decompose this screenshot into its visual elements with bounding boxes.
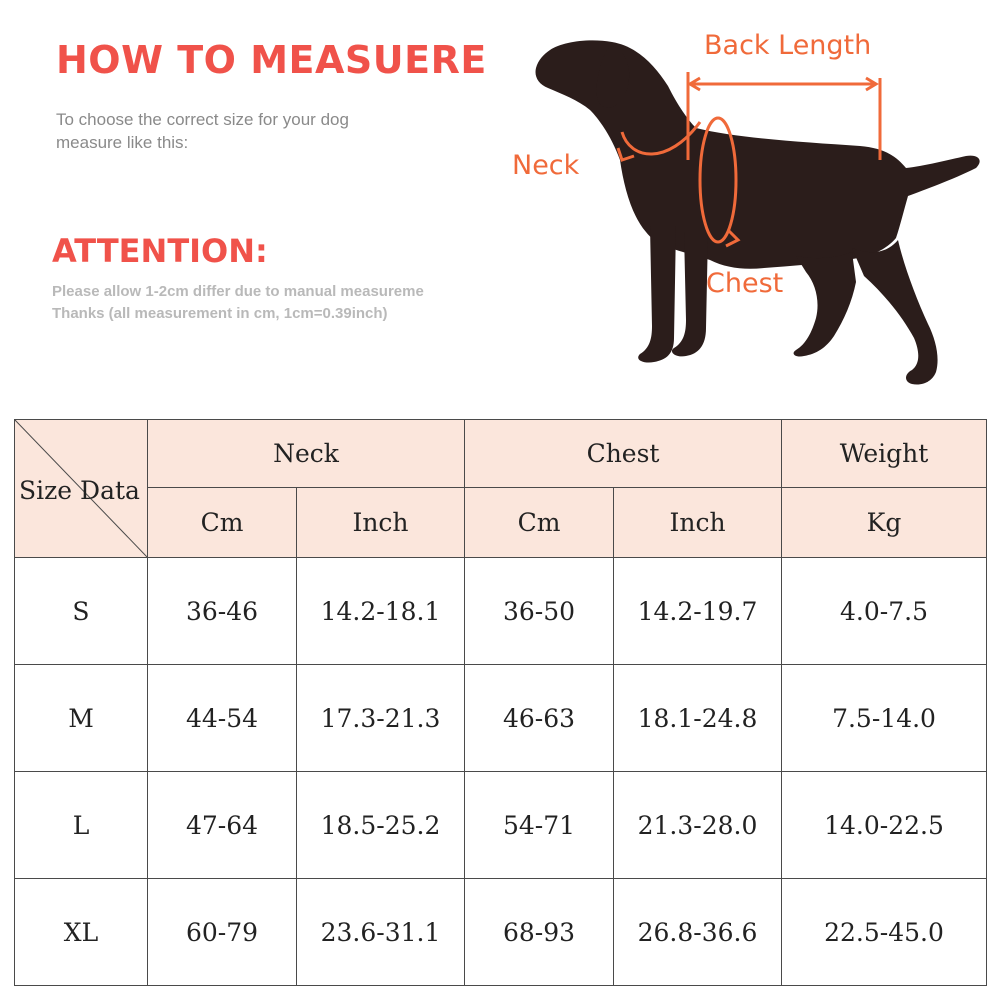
chest-inch-cell: 26.8-36.6	[613, 878, 783, 986]
neck-inch-cell: 14.2-18.1	[295, 557, 466, 665]
attention-note-units: Thanks (all measurement in cm, 1cm=0.39i…	[52, 305, 388, 322]
page-title: HOW TO MEASUERE	[56, 38, 487, 82]
back-length-arrow-head-right	[865, 76, 879, 92]
measurement-markers	[616, 72, 882, 248]
weight-kg-cell: 14.0-22.5	[781, 771, 988, 879]
chest-arrow-head	[725, 228, 741, 248]
neck-arrow-head	[616, 147, 635, 162]
chest-inch-cell: 18.1-24.8	[613, 664, 783, 772]
neck-label: Neck	[512, 150, 580, 181]
chest-label: Chest	[706, 268, 784, 299]
table-row: L 47-64 18.5-25.2 54-71 21.3-28.0 14.0-2…	[14, 771, 988, 879]
neck-cm-cell: 47-64	[147, 771, 297, 879]
table-header-row-groups: Size Data Neck Chest Weight	[14, 419, 988, 558]
dog-silhouette-image	[535, 40, 980, 385]
table-row: XL 60-79 23.6-31.1 68-93 26.8-36.6 22.5-…	[14, 878, 988, 986]
header-unit-weight-kg: Kg	[781, 487, 988, 558]
table-corner-cell: Size Data	[14, 419, 148, 558]
size-cell: S	[14, 557, 148, 665]
attention-notes: Please allow 1-2cm differ due to manual …	[52, 281, 470, 325]
neck-cm-cell: 60-79	[147, 878, 297, 986]
neck-loop-marker	[620, 121, 702, 156]
weight-kg-cell: 7.5-14.0	[781, 664, 988, 772]
chest-cm-cell: 46-63	[464, 664, 615, 772]
corner-label: Size Data	[19, 476, 140, 505]
weight-kg-cell: 4.0-7.5	[781, 557, 988, 665]
size-cell: L	[14, 771, 148, 879]
table-row: S 36-46 14.2-18.1 36-50 14.2-19.7 4.0-7.…	[14, 557, 988, 665]
weight-kg-cell: 22.5-45.0	[781, 878, 988, 986]
chest-inch-cell: 14.2-19.7	[613, 557, 783, 665]
back-length-arrow-head-left	[687, 76, 701, 92]
table-header-row-units: Cm Inch Cm Inch Kg	[15, 487, 988, 558]
header-unit-neck-inch: Inch	[295, 487, 466, 558]
size-cell: XL	[14, 878, 148, 986]
dog-measurement-diagram: Back Length Neck Chest	[500, 20, 1000, 410]
chest-cm-cell: 54-71	[464, 771, 615, 879]
header-group-weight: Weight	[781, 419, 988, 488]
attention-note-tolerance: Please allow 1-2cm differ due to manual …	[52, 283, 424, 300]
chest-loop-marker	[698, 116, 738, 244]
size-cell: M	[14, 664, 148, 772]
chest-cm-cell: 36-50	[464, 557, 615, 665]
dog-silhouette	[535, 40, 980, 385]
measure-instructions: To choose the correct size for your dog …	[56, 110, 349, 152]
attention-heading: ATTENTION:	[52, 232, 268, 270]
neck-cm-cell: 36-46	[147, 557, 297, 665]
neck-inch-cell: 23.6-31.1	[295, 878, 466, 986]
neck-cm-cell: 44-54	[147, 664, 297, 772]
header-group-neck: Neck	[146, 419, 466, 488]
corner-diagonal-line	[15, 420, 147, 557]
header-unit-neck-cm: Cm	[147, 487, 297, 558]
neck-inch-cell: 18.5-25.2	[295, 771, 466, 879]
header-unit-chest-inch: Inch	[613, 487, 783, 558]
size-chart-table: Size Data Neck Chest Weight Cm Inch Cm I…	[14, 419, 988, 986]
neck-inch-cell: 17.3-21.3	[295, 664, 466, 772]
header-group-chest: Chest	[464, 419, 783, 488]
table-row: M 44-54 17.3-21.3 46-63 18.1-24.8 7.5-14…	[14, 664, 988, 772]
chest-cm-cell: 68-93	[464, 878, 615, 986]
chest-inch-cell: 21.3-28.0	[613, 771, 783, 879]
header-unit-chest-cm: Cm	[464, 487, 615, 558]
back-length-label: Back Length	[704, 30, 872, 61]
